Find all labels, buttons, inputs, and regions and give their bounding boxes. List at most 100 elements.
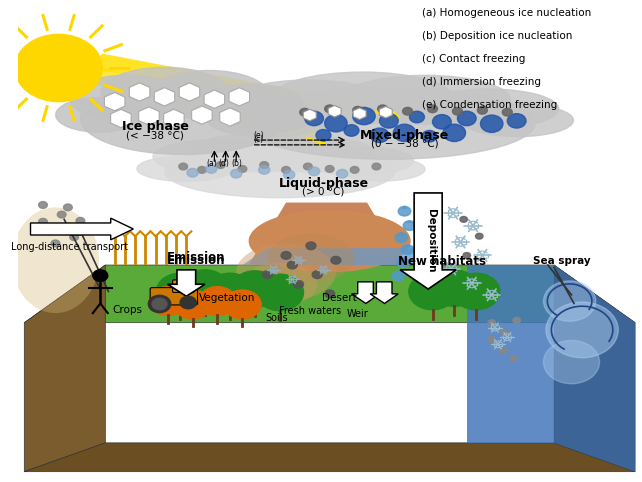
Polygon shape xyxy=(370,282,398,304)
Polygon shape xyxy=(353,108,366,120)
Ellipse shape xyxy=(236,243,336,301)
Circle shape xyxy=(325,165,334,172)
FancyBboxPatch shape xyxy=(70,230,81,235)
Circle shape xyxy=(476,233,483,239)
Circle shape xyxy=(148,295,171,313)
Text: New habitats: New habitats xyxy=(398,254,486,268)
FancyBboxPatch shape xyxy=(150,288,198,305)
Circle shape xyxy=(45,228,53,235)
Polygon shape xyxy=(24,265,105,472)
Text: Weir: Weir xyxy=(347,309,369,319)
Text: (a): (a) xyxy=(206,159,217,168)
Polygon shape xyxy=(554,265,635,472)
Circle shape xyxy=(377,112,400,130)
Circle shape xyxy=(152,298,167,310)
Ellipse shape xyxy=(418,89,559,129)
Text: (> 0 °C): (> 0 °C) xyxy=(302,187,345,197)
Circle shape xyxy=(544,281,596,321)
FancyArrow shape xyxy=(400,193,456,289)
Circle shape xyxy=(397,127,412,139)
Ellipse shape xyxy=(242,136,376,172)
Circle shape xyxy=(331,256,341,264)
Circle shape xyxy=(260,161,268,168)
Circle shape xyxy=(304,163,312,170)
Ellipse shape xyxy=(153,140,280,174)
Text: (a) Homogeneous ice nucleation: (a) Homogeneous ice nucleation xyxy=(422,8,591,18)
Circle shape xyxy=(281,252,291,259)
Circle shape xyxy=(256,274,304,311)
Text: (d) Immersion freezing: (d) Immersion freezing xyxy=(422,77,541,87)
Ellipse shape xyxy=(204,84,302,124)
Polygon shape xyxy=(154,88,175,106)
Ellipse shape xyxy=(338,157,425,181)
Circle shape xyxy=(263,271,272,279)
Polygon shape xyxy=(400,257,406,260)
Circle shape xyxy=(453,273,500,310)
Circle shape xyxy=(312,271,322,279)
Text: Ice phase: Ice phase xyxy=(122,120,189,133)
Polygon shape xyxy=(220,108,240,126)
Circle shape xyxy=(398,206,411,216)
Ellipse shape xyxy=(70,75,183,122)
Text: Mixed-phase: Mixed-phase xyxy=(360,129,449,142)
Circle shape xyxy=(76,217,85,224)
Polygon shape xyxy=(395,270,401,274)
Polygon shape xyxy=(351,282,379,304)
Polygon shape xyxy=(192,106,212,124)
Circle shape xyxy=(397,258,410,268)
Polygon shape xyxy=(110,109,131,128)
Circle shape xyxy=(300,108,309,116)
Circle shape xyxy=(230,169,242,178)
Circle shape xyxy=(478,107,487,114)
Circle shape xyxy=(231,271,279,308)
Polygon shape xyxy=(328,106,341,117)
Polygon shape xyxy=(90,68,330,150)
Circle shape xyxy=(282,166,290,173)
Text: Crops: Crops xyxy=(112,305,142,315)
Ellipse shape xyxy=(228,80,389,127)
Circle shape xyxy=(488,320,496,325)
Polygon shape xyxy=(139,107,159,125)
Circle shape xyxy=(39,201,48,208)
Circle shape xyxy=(57,211,66,218)
Polygon shape xyxy=(404,244,411,247)
Polygon shape xyxy=(401,205,408,209)
Circle shape xyxy=(420,129,438,144)
Circle shape xyxy=(544,340,600,384)
Circle shape xyxy=(216,161,225,168)
Circle shape xyxy=(287,261,297,269)
Ellipse shape xyxy=(243,87,535,159)
Circle shape xyxy=(499,348,507,353)
Circle shape xyxy=(406,108,428,126)
Polygon shape xyxy=(248,202,404,265)
Text: Fresh waters: Fresh waters xyxy=(279,306,341,316)
Ellipse shape xyxy=(234,99,313,132)
Circle shape xyxy=(377,105,388,113)
Circle shape xyxy=(513,318,521,323)
Circle shape xyxy=(482,117,501,131)
Circle shape xyxy=(181,270,229,307)
Polygon shape xyxy=(24,443,635,472)
Text: Emission: Emission xyxy=(166,251,225,264)
Circle shape xyxy=(306,242,316,250)
Polygon shape xyxy=(129,83,150,101)
Polygon shape xyxy=(229,88,250,106)
Text: Liquid-phase: Liquid-phase xyxy=(279,177,369,190)
Text: (b): (b) xyxy=(231,159,242,168)
Circle shape xyxy=(336,169,348,178)
Circle shape xyxy=(93,270,108,281)
Circle shape xyxy=(303,110,325,127)
Circle shape xyxy=(179,163,187,170)
Circle shape xyxy=(403,107,413,115)
Circle shape xyxy=(284,170,295,179)
Polygon shape xyxy=(379,107,392,118)
Ellipse shape xyxy=(340,75,510,124)
Ellipse shape xyxy=(101,67,229,119)
Ellipse shape xyxy=(12,207,99,313)
Circle shape xyxy=(149,287,186,316)
Text: (c): (c) xyxy=(254,135,264,145)
Circle shape xyxy=(259,165,270,174)
Circle shape xyxy=(463,253,471,258)
Polygon shape xyxy=(90,54,404,126)
Circle shape xyxy=(51,240,60,247)
